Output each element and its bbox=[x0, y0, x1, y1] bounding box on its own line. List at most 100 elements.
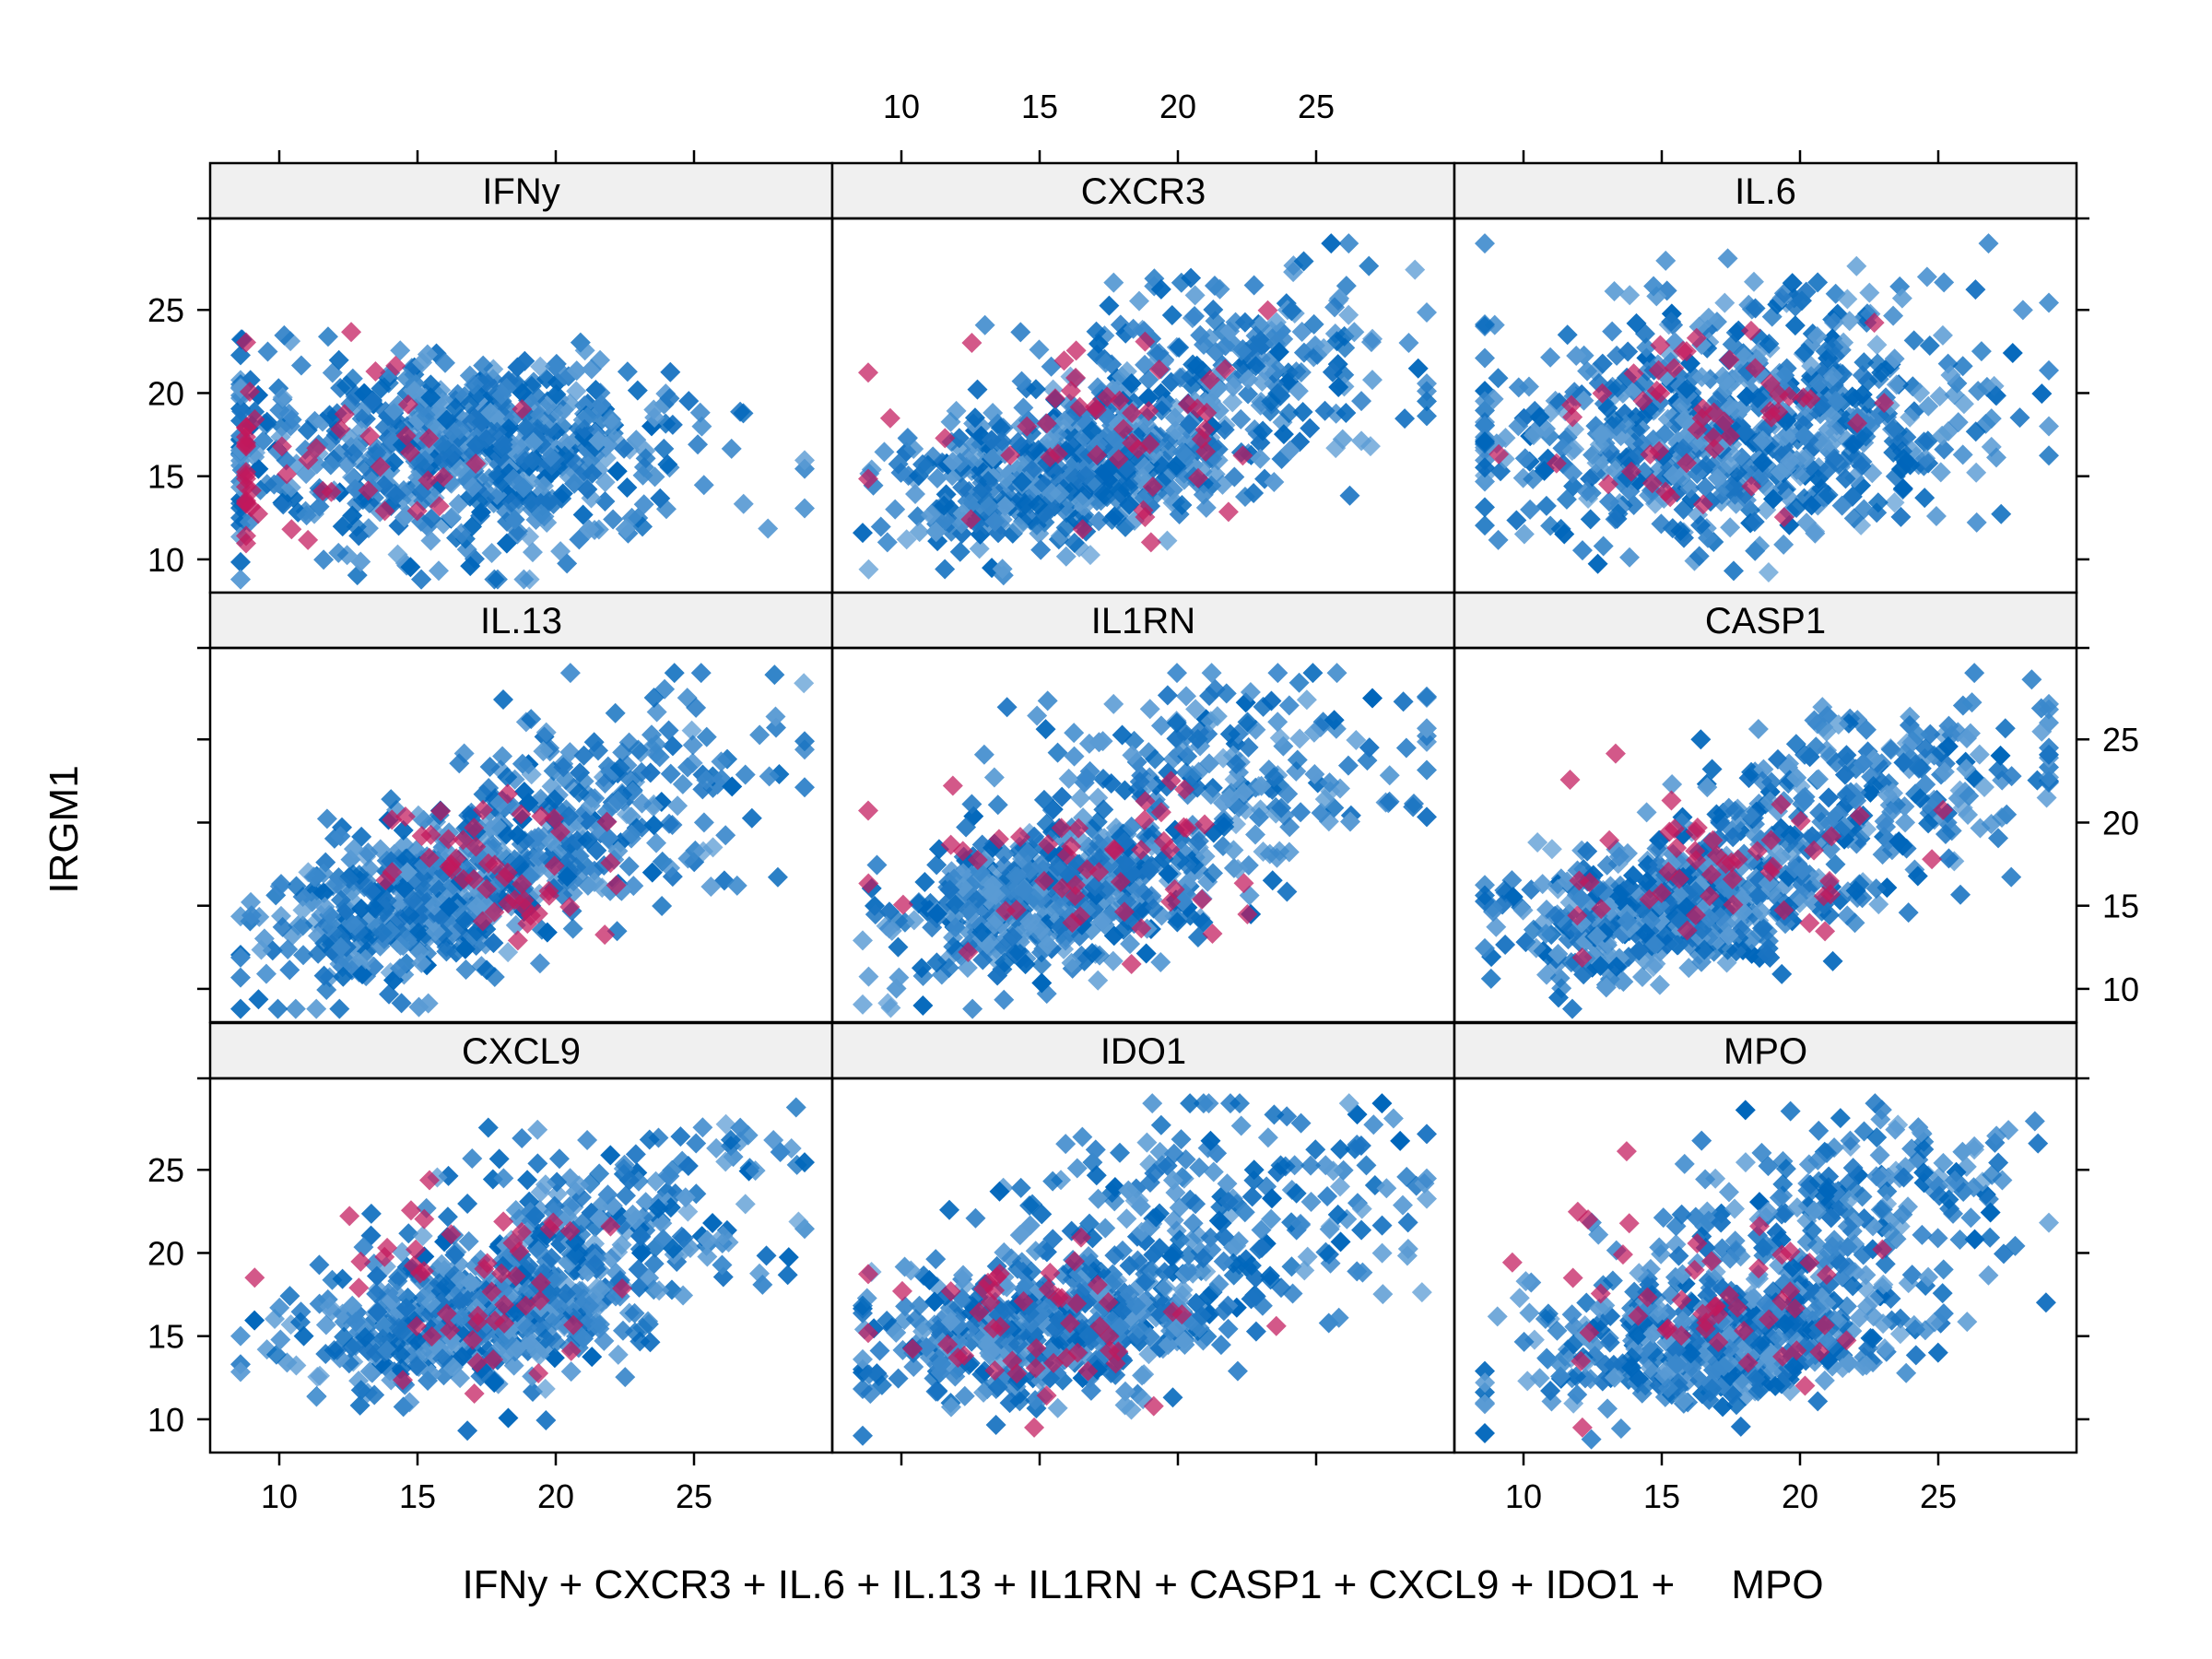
data-point bbox=[241, 891, 262, 912]
data-point bbox=[1910, 788, 1931, 809]
data-point bbox=[313, 965, 335, 986]
data-point bbox=[1988, 759, 2009, 781]
data-point bbox=[1758, 562, 1779, 583]
data-point bbox=[1805, 521, 1826, 542]
data-point-highlight bbox=[1065, 875, 1086, 896]
data-point bbox=[457, 1420, 478, 1441]
data-point bbox=[1990, 745, 2011, 766]
data-point bbox=[1319, 772, 1340, 794]
data-point bbox=[1269, 727, 1290, 748]
panel-points bbox=[853, 233, 1437, 586]
data-point bbox=[462, 1147, 483, 1169]
data-point bbox=[1357, 750, 1378, 771]
data-point bbox=[333, 966, 354, 987]
data-point bbox=[758, 518, 779, 539]
data-point-highlight bbox=[1664, 818, 1685, 840]
data-point bbox=[1027, 705, 1048, 726]
data-point-highlight bbox=[1233, 873, 1254, 894]
data-point bbox=[579, 519, 600, 540]
data-point-highlight bbox=[1187, 467, 1208, 488]
data-point bbox=[911, 958, 932, 979]
data-point bbox=[644, 466, 665, 488]
data-point bbox=[1231, 340, 1253, 361]
data-point bbox=[559, 663, 581, 684]
data-point bbox=[1880, 739, 1901, 760]
data-point bbox=[559, 742, 581, 763]
data-point bbox=[1339, 485, 1360, 506]
data-point bbox=[1971, 341, 1992, 362]
data-point-highlight bbox=[1685, 904, 1706, 925]
data-point bbox=[1562, 463, 1583, 484]
data-point bbox=[1856, 393, 1877, 414]
data-point-highlight bbox=[1053, 350, 1075, 371]
data-point bbox=[1166, 712, 1187, 734]
data-point bbox=[1212, 474, 1233, 495]
data-point-highlight bbox=[594, 924, 616, 946]
data-point bbox=[319, 405, 340, 426]
data-point bbox=[1619, 547, 1641, 568]
data-point-highlight bbox=[374, 500, 395, 522]
data-point bbox=[1655, 925, 1677, 947]
data-point bbox=[1724, 477, 1746, 498]
data-point-highlight bbox=[418, 470, 439, 491]
data-point bbox=[1035, 719, 1056, 740]
data-point bbox=[1303, 722, 1324, 743]
data-point-highlight bbox=[1685, 841, 1706, 862]
data-point bbox=[983, 914, 1005, 935]
data-point bbox=[1134, 456, 1155, 477]
data-point-highlight bbox=[394, 806, 416, 828]
data-point bbox=[1324, 297, 1346, 318]
data-point bbox=[1475, 457, 1495, 478]
data-point bbox=[1475, 391, 1495, 412]
data-point bbox=[1786, 498, 1807, 519]
data-point-highlight bbox=[1202, 924, 1223, 945]
data-point bbox=[257, 341, 278, 362]
data-point bbox=[1167, 912, 1188, 933]
data-point bbox=[689, 402, 711, 423]
data-point-highlight bbox=[1215, 359, 1236, 380]
data-point bbox=[1514, 448, 1535, 469]
data-point bbox=[1171, 495, 1193, 516]
data-point bbox=[1222, 376, 1243, 397]
data-point-highlight bbox=[236, 332, 256, 353]
data-point bbox=[1122, 745, 1143, 766]
data-point bbox=[1253, 420, 1274, 441]
data-point-highlight bbox=[1692, 494, 1713, 515]
data-point bbox=[1763, 488, 1784, 510]
data-point bbox=[1123, 318, 1144, 339]
data-point bbox=[1884, 418, 1905, 439]
data-point-highlight bbox=[512, 399, 533, 420]
data-point bbox=[976, 934, 997, 955]
data-point bbox=[1540, 515, 1561, 536]
data-point-highlight bbox=[994, 900, 1016, 922]
data-point bbox=[1636, 337, 1657, 359]
data-point bbox=[1362, 370, 1383, 391]
data-point bbox=[962, 998, 983, 1019]
data-point bbox=[979, 496, 1000, 517]
data-point bbox=[1883, 305, 1904, 326]
data-point-highlight bbox=[960, 509, 982, 530]
data-point bbox=[1735, 422, 1756, 443]
data-point bbox=[1112, 919, 1134, 940]
data-point bbox=[982, 477, 1004, 499]
data-point bbox=[1822, 950, 1843, 971]
data-point bbox=[1988, 828, 2009, 849]
data-point bbox=[383, 400, 405, 421]
data-point bbox=[1734, 347, 1755, 368]
data-point-highlight bbox=[1790, 810, 1811, 831]
data-point bbox=[1849, 874, 1870, 895]
data-point-highlight bbox=[1112, 418, 1134, 440]
data-point bbox=[1169, 850, 1190, 871]
data-point bbox=[1351, 391, 1372, 412]
data-point bbox=[646, 734, 667, 755]
data-point bbox=[1934, 272, 1955, 293]
data-point bbox=[399, 905, 420, 926]
data-point-highlight bbox=[1109, 390, 1130, 411]
data-point bbox=[594, 773, 616, 794]
data-point bbox=[670, 1126, 691, 1147]
data-point bbox=[296, 505, 317, 526]
data-point bbox=[350, 551, 371, 572]
data-point bbox=[1619, 285, 1641, 306]
data-point bbox=[316, 979, 337, 1000]
data-point bbox=[314, 933, 335, 954]
